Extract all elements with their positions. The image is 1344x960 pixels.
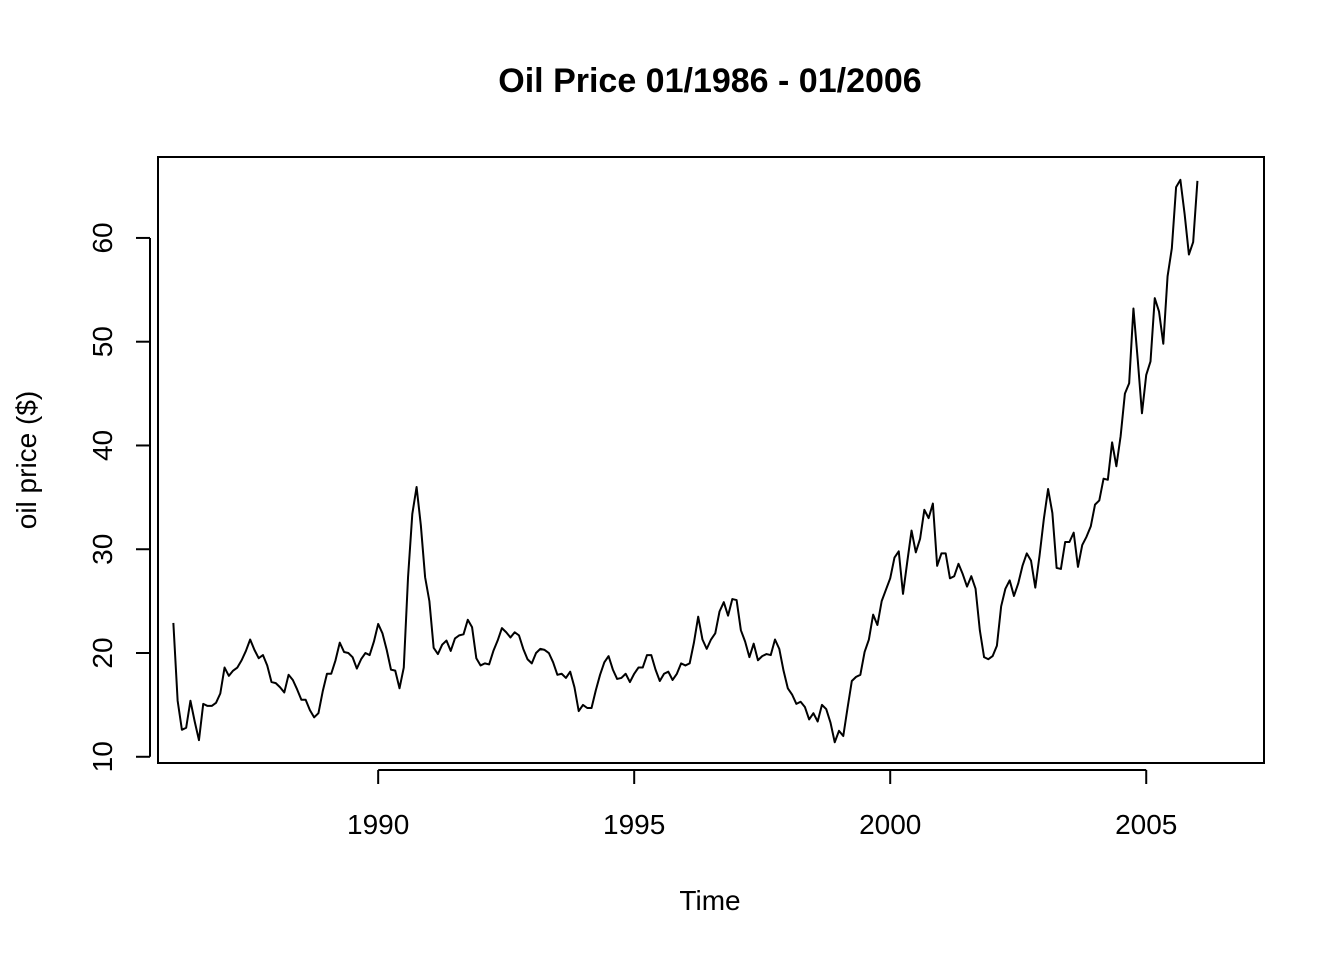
chart-title: Oil Price 01/1986 - 01/2006 bbox=[498, 62, 921, 100]
y-axis-label: oil price ($) bbox=[11, 391, 42, 529]
plot-frame bbox=[157, 156, 1265, 764]
x-tick-label-0: 1990 bbox=[347, 809, 409, 840]
y-axis: 10 20 30 40 50 60 bbox=[87, 222, 151, 772]
y-tick-label-3: 40 bbox=[87, 430, 118, 461]
x-tick-label-2: 2000 bbox=[859, 809, 921, 840]
y-tick-label-2: 30 bbox=[87, 534, 118, 565]
y-tick-label-5: 60 bbox=[87, 222, 118, 253]
x-tick-label-1: 1995 bbox=[603, 809, 665, 840]
x-axis: 1990 1995 2000 2005 bbox=[347, 769, 1177, 840]
y-tick-label-4: 50 bbox=[87, 326, 118, 357]
x-tick-label-3: 2005 bbox=[1115, 809, 1177, 840]
y-tick-label-0: 10 bbox=[87, 741, 118, 772]
x-axis-label: Time bbox=[679, 885, 740, 916]
y-tick-label-1: 20 bbox=[87, 637, 118, 668]
oil-price-line bbox=[172, 178, 1199, 744]
